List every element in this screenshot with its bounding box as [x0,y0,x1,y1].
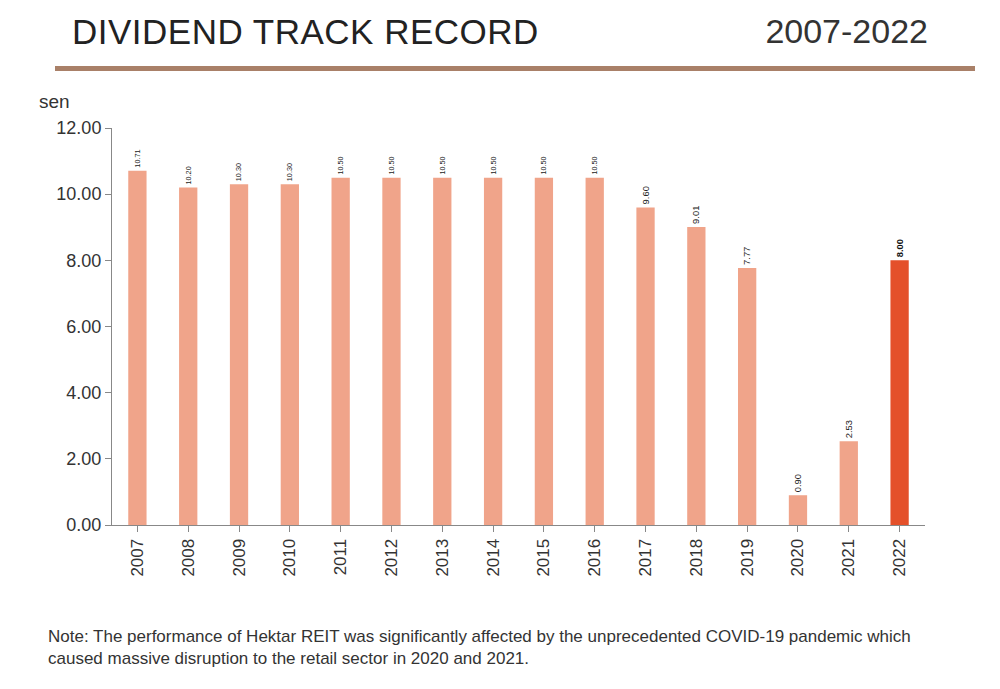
html-text:DIVIDEND TRACK RECORD: DIVIDEND TRACK RECORD [72,12,539,51]
svg-text:8.00: 8.00 [894,239,905,257]
svg-text:2010: 2010 [280,539,299,577]
svg-text:8.00: 8.00 [66,251,101,271]
svg-text:2011: 2011 [331,539,350,576]
svg-text:2007: 2007 [128,539,147,577]
svg-text:10.71: 10.71 [133,149,142,167]
svg-text:2015: 2015 [534,539,553,577]
svg-text:10.50: 10.50 [438,156,447,174]
svg-text:2009: 2009 [230,539,249,577]
svg-text:2.00: 2.00 [66,449,101,469]
svg-text:10.30: 10.30 [285,163,294,181]
svg-text:2018: 2018 [687,539,706,577]
svg-text:2016: 2016 [585,539,604,577]
svg-text:7.77: 7.77 [741,247,752,265]
svg-text:10.30: 10.30 [234,163,243,181]
svg-text:10.00: 10.00 [56,184,101,204]
svg-text:10.50: 10.50 [387,156,396,174]
svg-text:0.90: 0.90 [792,474,803,492]
svg-text:9.60: 9.60 [640,186,651,204]
svg-text:6.00: 6.00 [66,317,101,337]
svg-text:2012: 2012 [382,539,401,577]
svg-text:2008: 2008 [179,539,198,577]
svg-text:4.00: 4.00 [66,383,101,403]
svg-text:2022: 2022 [890,539,909,577]
svg-text:10.50: 10.50 [539,156,548,174]
svg-text:2014: 2014 [484,539,503,577]
svg-text:10.50: 10.50 [590,156,599,174]
svg-text:10.50: 10.50 [336,156,345,174]
svg-text:2021: 2021 [839,539,858,577]
svg-text:2.53: 2.53 [843,420,854,438]
svg-text:2019: 2019 [738,539,757,577]
svg-text:9.01: 9.01 [690,206,701,224]
html-text:2007-2022: 2007-2022 [765,12,928,50]
svg-text:12.00: 12.00 [56,118,101,138]
svg-text:2020: 2020 [788,539,807,577]
svg-text:2017: 2017 [636,539,655,577]
svg-text:2013: 2013 [433,539,452,577]
svg-text:10.20: 10.20 [184,166,193,184]
svg-text:0.00: 0.00 [66,515,101,535]
svg-text:sen: sen [39,91,70,112]
html-text:Note: The performance of Hekta: Note: The performance of Hektar REIT was… [48,627,911,668]
svg-text:10.50: 10.50 [489,156,498,174]
